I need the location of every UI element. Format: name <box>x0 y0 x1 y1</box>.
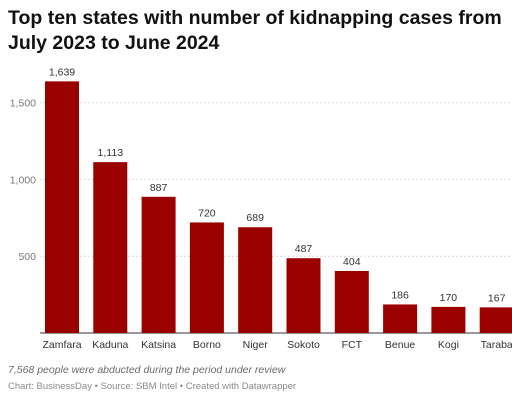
bar-katsina <box>141 196 176 333</box>
value-label: 186 <box>391 289 409 301</box>
value-label: 1,639 <box>49 66 75 78</box>
bar-zamfara <box>45 81 79 333</box>
footer-chart-credit: Chart: BusinessDay <box>8 381 92 392</box>
x-tick-label: Zamfara <box>42 339 81 351</box>
y-axis-labels: 500 1,000 1,500 <box>10 98 36 264</box>
chart-footer: Chart: BusinessDay • Source: SBM Intel •… <box>8 381 296 392</box>
x-tick-label: Taraba <box>481 339 512 351</box>
bar-borno <box>189 222 224 333</box>
x-tick-label: Niger <box>243 339 269 351</box>
x-tick-label: Benue <box>385 339 416 351</box>
value-label: 170 <box>440 292 458 304</box>
footer-created-with: Created with Datawrapper <box>185 381 297 392</box>
value-labels: 1,639 1,113 887 720 689 487 404 186 170 167 <box>49 66 506 304</box>
chart-title: Top ten states with number of kidnapping… <box>8 7 502 54</box>
y-tick-label: 500 <box>18 251 36 263</box>
bar-taraba <box>479 307 512 333</box>
x-axis-labels: Zamfara Kaduna Katsina Borno Niger Sokoto FCT B… <box>42 339 512 351</box>
bar-kaduna <box>93 162 128 333</box>
bar-fct <box>334 270 369 333</box>
y-tick-label: 1,500 <box>10 98 36 110</box>
x-tick-label: FCT <box>342 339 363 351</box>
bars <box>45 81 512 333</box>
value-label: 1,113 <box>98 147 124 159</box>
value-label: 720 <box>198 207 216 219</box>
value-label: 167 <box>488 292 506 304</box>
x-tick-label: Kaduna <box>92 339 128 351</box>
chart-note: 7,568 people were abducted during the pe… <box>8 364 286 376</box>
value-label: 487 <box>295 243 313 255</box>
value-label: 689 <box>246 212 264 224</box>
value-label: 404 <box>343 256 361 268</box>
bar-benue <box>383 304 418 333</box>
x-tick-label: Kogi <box>438 339 459 351</box>
footer-source: Source: SBM Intel <box>100 381 178 392</box>
footer-separator: • <box>91 381 101 392</box>
value-label: 887 <box>150 182 168 194</box>
bar-sokoto <box>286 258 321 333</box>
bar-kogi <box>431 306 466 333</box>
x-tick-label: Sokoto <box>287 339 320 351</box>
x-tick-label: Borno <box>193 339 221 351</box>
bar-niger <box>238 227 273 333</box>
x-tick-label: Katsina <box>141 339 176 351</box>
y-tick-label: 1,000 <box>10 174 36 186</box>
footer-separator: • <box>177 381 186 392</box>
